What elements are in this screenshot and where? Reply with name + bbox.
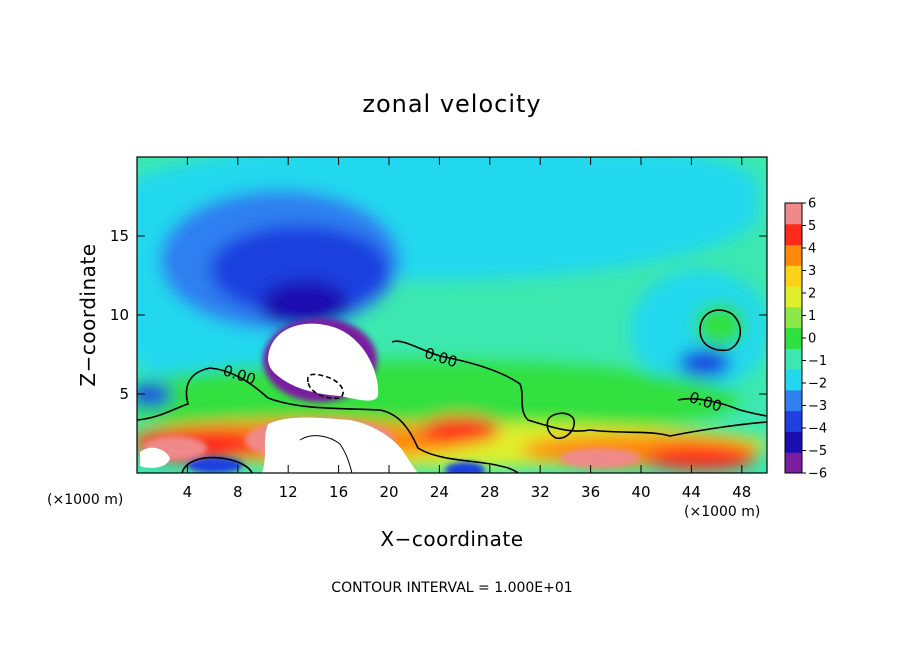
colorbar: 6 5 4 3 2 1 0 −1 −2 −3 −4 −5 −6 [784,197,827,482]
blue-core [210,225,390,315]
contour-interval-note: CONTOUR INTERVAL = 1.000E+01 [331,580,572,596]
colorbar-label: −1 [808,354,827,369]
left-white-patch [140,447,170,468]
zero-contour-lower [299,435,353,473]
colorbar-label: −4 [808,422,827,437]
y-tick-label: 10 [110,306,129,324]
colorbar-swatch [785,327,802,349]
dark-blue-core [260,280,350,330]
bubble-white-region [268,323,379,401]
zero-contour-cell [699,309,741,352]
x-axis-label: X−coordinate [380,527,523,551]
x-tick-label: 20 [379,483,398,501]
zero-contour-left [137,367,519,473]
colorbar-swatch [785,389,802,412]
colorbar-label: −6 [808,467,827,482]
bottom-blue-cell [445,462,485,473]
lower-red-center [420,416,500,444]
x-tick-label: 44 [682,483,701,501]
x-unit-left: (×1000 m) [47,492,123,508]
x-tick-label: 32 [531,483,550,501]
upper-right-cyan-region [520,157,760,230]
colorbar-label: 2 [808,287,816,302]
right-blue-cell [679,349,731,377]
y-axis-label: Z−coordinate [76,243,100,386]
colorbar-label: 0 [808,332,816,347]
x-unit-right: (×1000 m) [684,504,760,520]
colorbar-label: −2 [808,377,827,392]
velocity-field: 0.000.000.00 [137,157,767,473]
colorbar-swatch [785,244,802,266]
zero-contour-dashed [306,373,344,400]
colorbar-label: 3 [808,264,816,279]
colorbar-swatch [785,348,802,370]
colorbar-label: 4 [808,242,816,257]
colorbar-swatch [785,306,802,329]
white-overflow-regions [140,323,418,473]
x-tick-label: 4 [183,483,193,501]
colorbar-swatch [785,286,802,308]
chart-title: zonal velocity [362,90,541,118]
zero-contour-center [391,340,767,437]
colorbar-label: 1 [808,309,816,324]
colorbar-swatch [785,203,802,225]
zero-contours [137,309,767,473]
x-tick-label: 36 [581,483,600,501]
colorbar-swatch [785,223,802,246]
colorbar-swatch [785,265,802,287]
y-tick-label: 15 [110,227,129,245]
colorbar-swatch [785,431,802,453]
zero-contour-right [677,397,767,417]
zero-contour-bottom-left [181,456,253,473]
colorbar-label: 5 [808,219,816,234]
right-pink-patch [560,448,640,468]
lower-white-region [262,417,418,473]
colorbar-swatch [785,369,802,391]
x-tick-label: 40 [631,483,650,501]
y-tick-label: 5 [119,385,129,403]
colorbar-swatch [785,452,802,474]
x-tick-label: 8 [233,483,243,501]
x-tick-label: 16 [329,483,348,501]
x-tick-label: 24 [430,483,449,501]
x-tick-label: 12 [279,483,298,501]
colorbar-swatch [785,410,802,432]
bottom-left-blue-cell [187,457,243,473]
x-tick-label: 28 [480,483,499,501]
colorbar-label: −5 [808,444,827,459]
colorbar-label: −3 [808,399,827,414]
left-edge-blue-cell [137,383,172,407]
x-axis-ticks: 4 8 12 16 20 24 28 32 36 40 44 48 [183,157,751,501]
lower-red-right [645,446,755,470]
zero-contour-box [546,412,576,440]
colorbar-label: 6 [808,197,816,212]
y-axis-ticks: 5 10 15 [110,227,767,403]
x-tick-label: 48 [732,483,751,501]
